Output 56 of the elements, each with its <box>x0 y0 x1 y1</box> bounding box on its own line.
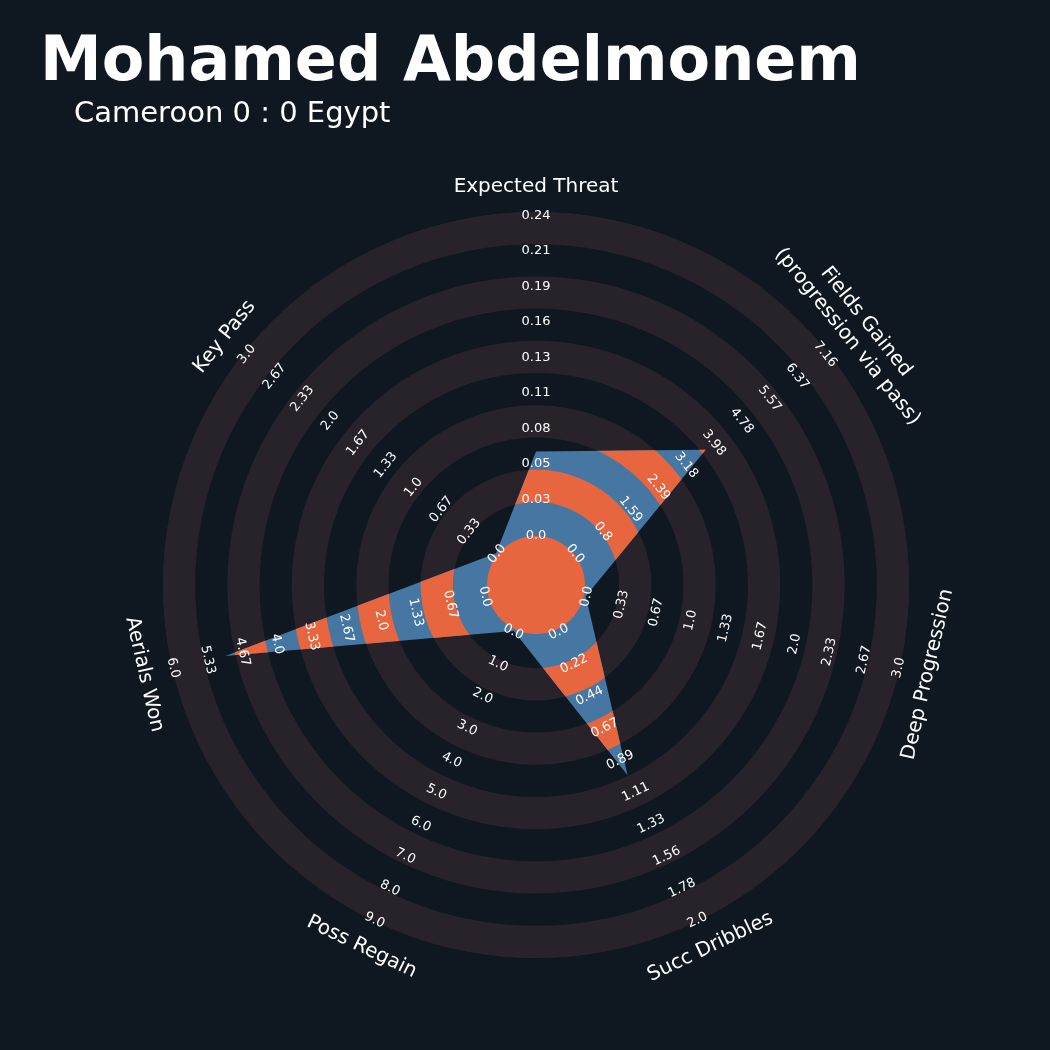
chart-subtitle: Cameroon 0 : 0 Egypt <box>74 95 391 129</box>
text: 0.03 <box>521 490 551 506</box>
text: 0.8 <box>591 518 616 544</box>
text: 0.24 <box>521 206 551 222</box>
text: 5.0 <box>424 779 450 803</box>
text: 3.0 <box>233 340 259 367</box>
text: 0.67 <box>644 596 666 628</box>
text: 0.08 <box>521 419 551 435</box>
text: 1.0 <box>485 651 512 675</box>
text: 2.67 <box>337 612 359 644</box>
text: 2.0 <box>784 632 804 656</box>
text: 9.0 <box>362 908 388 931</box>
text: 1.78 <box>665 874 698 901</box>
chart-title: Mohamed Abdelmonem <box>40 22 861 95</box>
text: 0.44 <box>572 681 606 709</box>
text: 6.0 <box>408 811 434 835</box>
text: 0.0 <box>501 619 527 643</box>
text: 4.0 <box>268 632 288 656</box>
text: 8.0 <box>377 875 404 899</box>
text: 2.0 <box>470 683 496 707</box>
text: 1.0 <box>400 473 426 500</box>
text: 3.0 <box>888 655 908 680</box>
text: 0.89 <box>603 746 637 773</box>
text: 1.67 <box>748 620 770 652</box>
spoke-label: Expected Threat <box>453 173 619 197</box>
text: 2.67 <box>852 643 874 676</box>
text: 0.22 <box>557 649 590 677</box>
text: 0.19 <box>521 277 551 293</box>
text: 0.0 <box>476 584 496 609</box>
text: 0.67 <box>441 588 463 621</box>
text: 0.16 <box>521 313 551 329</box>
text: 1.33 <box>713 612 735 644</box>
text: 0.0 <box>563 540 589 566</box>
text: 0.13 <box>521 348 551 364</box>
text: 0.11 <box>521 384 551 400</box>
text: 1.11 <box>618 778 652 805</box>
text: 1.0 <box>680 608 700 632</box>
text: 0.0 <box>483 540 509 566</box>
text: 2.0 <box>317 407 342 433</box>
text: 0.0 <box>576 584 596 609</box>
text: 0.0 <box>545 619 571 643</box>
text: 2.0 <box>372 608 392 632</box>
text: 0.33 <box>609 588 631 621</box>
text: 3.0 <box>455 715 481 739</box>
text: 2.33 <box>817 635 839 668</box>
text: 1.33 <box>634 810 667 837</box>
text: 5.33 <box>198 643 220 676</box>
text: 6.0 <box>164 655 184 680</box>
text: 0.21 <box>521 242 551 258</box>
text: 1.33 <box>406 596 428 628</box>
text: 7.0 <box>393 843 419 867</box>
text: 3.33 <box>302 620 324 652</box>
text: 1.56 <box>649 842 683 869</box>
text: 0.67 <box>588 714 621 741</box>
text: 4.67 <box>233 635 255 668</box>
text: 4.0 <box>439 747 465 771</box>
